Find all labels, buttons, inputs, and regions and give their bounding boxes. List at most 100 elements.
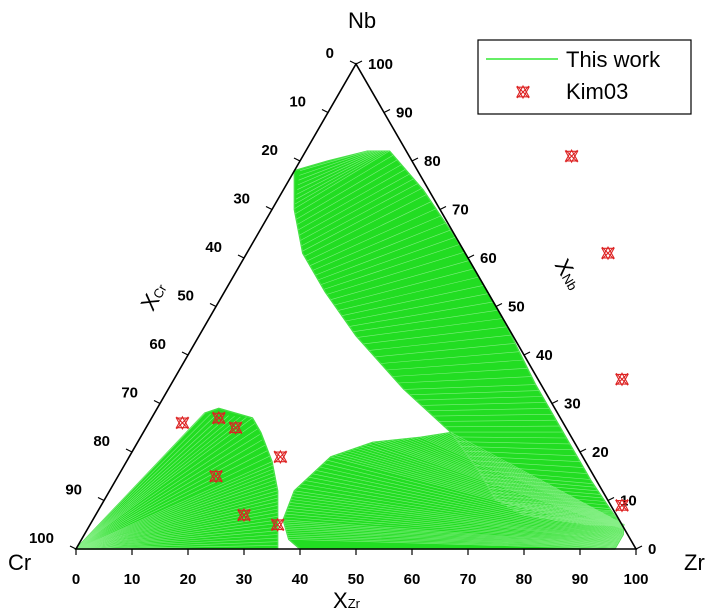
- tie-line: [297, 151, 376, 186]
- tick-label-nb: 0: [648, 541, 656, 558]
- tie-line: [298, 151, 373, 181]
- tie-line: [353, 309, 499, 332]
- tie-line: [427, 408, 550, 412]
- axis-ticks: 0001010102020203030304040405050506060607…: [29, 45, 656, 588]
- tie-line: [444, 425, 560, 428]
- tie-line: [312, 473, 622, 538]
- legend-marker-kim03: [516, 84, 530, 100]
- data-point-kim03: [209, 469, 223, 484]
- tick-mark-nb: [551, 399, 559, 405]
- tie-line: [330, 260, 470, 300]
- tie-line: [295, 154, 394, 215]
- tick-label-cr: 0: [326, 45, 334, 62]
- tie-line: [75, 450, 268, 550]
- tie-line: [334, 455, 624, 535]
- tie-line: [75, 414, 223, 550]
- data-point-kim03: [175, 415, 190, 431]
- tie-line: [75, 468, 274, 550]
- tie-line: [75, 415, 229, 550]
- tie-line: [75, 505, 278, 550]
- tie-line: [330, 456, 624, 535]
- tie-line: [338, 276, 480, 311]
- tick-mark-cr: [237, 254, 245, 259]
- legend-label-kim03: Kim03: [566, 79, 628, 104]
- tick-label-nb: 80: [424, 153, 441, 170]
- tie-line: [341, 285, 484, 316]
- legend-box: [477, 39, 692, 115]
- axis-title-zr: XZr: [333, 588, 361, 613]
- tie-line: [426, 436, 624, 527]
- tie-line: [339, 453, 624, 534]
- tie-line: [75, 537, 278, 550]
- tie-line: [75, 472, 275, 550]
- tie-line: [284, 523, 618, 546]
- tie-line: [312, 215, 441, 271]
- tie-line: [429, 435, 624, 527]
- tie-line: [75, 465, 273, 550]
- tick-mark-nb: [467, 254, 475, 259]
- tick-label-zr: 0: [72, 571, 80, 588]
- vertex-label-top: Nb: [348, 8, 376, 33]
- tie-line: [296, 151, 382, 195]
- tick-label-cr: 100: [29, 530, 54, 547]
- legend: This work Kim03: [477, 39, 692, 115]
- tie-line: [360, 446, 624, 532]
- tie-line: [438, 434, 625, 526]
- tie-line: [294, 490, 621, 540]
- tick-mark-nb: [355, 60, 363, 65]
- tie-line: [441, 433, 625, 526]
- tie-line: [301, 183, 418, 247]
- tie-line: [75, 413, 212, 550]
- axis-title-nb: XNb: [550, 254, 587, 294]
- tie-line: [420, 437, 624, 528]
- tie-line: [357, 318, 503, 338]
- tick-label-cr: 60: [149, 336, 166, 353]
- tie-line: [377, 441, 624, 530]
- tie-line: [392, 368, 528, 377]
- tie-line: [299, 173, 410, 236]
- tie-line: [75, 417, 253, 550]
- tie-line: [315, 222, 446, 276]
- tie-line: [355, 447, 624, 532]
- tie-line: [295, 151, 387, 205]
- tick-label-zr: 50: [348, 571, 365, 588]
- tie-line: [300, 178, 414, 241]
- tie-line: [75, 486, 277, 550]
- vertex-label-left: Cr: [8, 550, 31, 575]
- tie-line: [396, 439, 624, 529]
- tie-line: [289, 502, 620, 542]
- tick-label-zr: 60: [404, 571, 421, 588]
- tie-line: [75, 445, 265, 550]
- tie-line: [372, 442, 624, 530]
- tie-line: [454, 436, 567, 439]
- tie-line: [75, 530, 278, 550]
- tie-line: [326, 251, 465, 295]
- tie-lines: [75, 151, 625, 550]
- tie-line: [296, 159, 398, 220]
- tie-line: [75, 490, 278, 550]
- tie-line: [368, 443, 624, 531]
- tie-line: [75, 512, 278, 550]
- tie-line: [409, 390, 539, 396]
- tie-line: [75, 497, 278, 550]
- tick-label-zr: 100: [623, 571, 648, 588]
- tie-line: [410, 438, 624, 528]
- tie-line: [320, 237, 456, 285]
- tie-line: [405, 438, 624, 529]
- tie-line: [75, 434, 260, 550]
- tie-line: [75, 541, 278, 550]
- tie-line: [423, 436, 624, 528]
- tie-line: [75, 455, 270, 550]
- legend-label-this-work: This work: [566, 47, 661, 72]
- tie-line: [75, 439, 263, 550]
- tie-line: [327, 459, 623, 536]
- tick-mark-cr: [349, 60, 357, 65]
- tie-line: [75, 479, 276, 550]
- tick-mark-nb: [635, 545, 643, 550]
- tick-label-zr: 70: [460, 571, 477, 588]
- tick-label-zr: 80: [516, 571, 533, 588]
- tie-line: [323, 244, 460, 290]
- tie-line: [75, 461, 273, 550]
- legend-marker-swatch: [516, 84, 530, 100]
- tie-line: [299, 151, 370, 176]
